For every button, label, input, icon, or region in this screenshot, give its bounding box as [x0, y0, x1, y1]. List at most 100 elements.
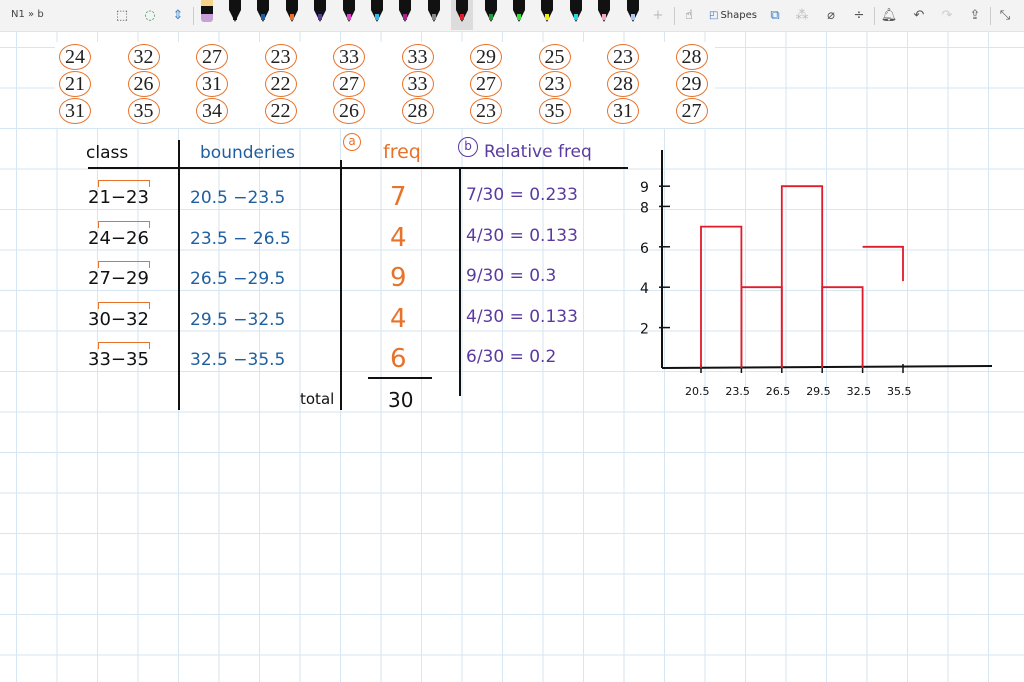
class-bracket — [98, 180, 150, 187]
column-divider — [178, 140, 180, 410]
freq-cell: 6 — [390, 344, 407, 374]
total-label: total — [300, 390, 335, 408]
raw-value: 28 — [607, 71, 639, 97]
pen-13[interactable] — [569, 0, 583, 24]
pen-6[interactable] — [370, 0, 384, 24]
collapse-icon[interactable]: ⤡ — [999, 7, 1011, 23]
class-bracket — [98, 261, 150, 268]
pen-1[interactable] — [228, 0, 242, 24]
total-value: 30 — [388, 388, 414, 412]
divider — [193, 7, 194, 25]
pen-12[interactable] — [540, 0, 554, 24]
raw-data-image: 24 32 27 23 33 33 29 25 23 28 21 26 31 22 27 33 27 23 28 29… — [55, 42, 715, 128]
boundaries-cell: 26.5 −29.5 — [190, 269, 286, 289]
relative-freq-cell: 7/30 = 0.233 — [466, 185, 578, 205]
header-class: class — [86, 143, 129, 163]
pen-3[interactable] — [285, 0, 299, 24]
raw-value: 31 — [196, 71, 228, 97]
class-bracket — [98, 342, 150, 349]
lasso-icon[interactable]: ⧉ — [770, 7, 780, 23]
shapes-button[interactable]: ◰ Shapes — [709, 9, 757, 21]
header-underline — [88, 167, 628, 169]
shapes-icon: ◰ — [709, 9, 719, 21]
divider — [674, 7, 675, 25]
pen-4[interactable] — [313, 0, 327, 24]
raw-value: 27 — [196, 44, 228, 70]
pen-10[interactable] — [484, 0, 498, 24]
bell-icon[interactable]: 🔔︎ — [880, 7, 898, 23]
raw-value: 22 — [264, 98, 297, 124]
class-cell: 21−23 — [88, 187, 149, 208]
lasso-select-icon[interactable]: ⬚ — [115, 7, 129, 23]
raw-value: 31 — [607, 98, 639, 124]
raw-value: 29 — [470, 44, 502, 70]
math-icon[interactable]: ÷ — [853, 7, 865, 23]
boundaries-cell: 20.5 −23.5 — [190, 188, 286, 208]
raw-value: 23 — [264, 44, 297, 70]
raw-value: 24 — [59, 44, 91, 70]
raw-value: 34 — [196, 98, 228, 124]
pen-5[interactable] — [342, 0, 356, 24]
relative-freq-cell: 9/30 = 0.3 — [466, 266, 557, 286]
raw-value: 26 — [127, 71, 160, 97]
header-relative-freq: Relative freq — [484, 142, 592, 162]
pen-7[interactable] — [398, 0, 412, 24]
boundaries-cell: 32.5 −35.5 — [190, 350, 286, 370]
column-divider — [340, 160, 342, 410]
header-boundaries: bounderies — [200, 143, 296, 163]
raw-value: 31 — [59, 98, 91, 124]
relative-freq-cell: 4/30 = 0.133 — [466, 225, 578, 246]
raw-value: 22 — [264, 71, 297, 97]
raw-value: 33 — [401, 71, 434, 97]
add-pen-icon[interactable]: + — [652, 7, 664, 23]
class-cell: 30−32 — [88, 308, 149, 330]
pen-11[interactable] — [512, 0, 526, 24]
breadcrumb[interactable]: N1 » b — [11, 9, 44, 20]
pen-14[interactable] — [597, 0, 611, 24]
ink-to-shape-icon[interactable]: ☝ — [685, 7, 693, 23]
raw-value: 28 — [675, 44, 708, 70]
raw-value: 23 — [607, 44, 639, 70]
class-cell: 24−26 — [88, 227, 149, 249]
eraser-button[interactable] — [200, 0, 214, 24]
class-cell: 27−29 — [88, 268, 149, 289]
redo-icon[interactable]: ↷ — [941, 7, 953, 23]
relative-freq-cell: 6/30 = 0.2 — [466, 347, 557, 367]
freq-cell: 9 — [390, 263, 407, 293]
share-icon[interactable]: ⇪ — [969, 7, 981, 23]
divider — [990, 7, 991, 25]
freq-cell: 4 — [390, 222, 407, 253]
divider — [874, 7, 875, 25]
raw-value: 35 — [538, 98, 571, 124]
raw-value: 27 — [333, 71, 365, 97]
pen-9[interactable] — [451, 0, 474, 30]
undo-icon[interactable]: ↶ — [913, 7, 925, 23]
freq-cell: 4 — [390, 303, 407, 334]
pen-8[interactable] — [427, 0, 441, 24]
toolbar: N1 » b ⬚ ◌ ⇕ + ☝ ◰ Shapes ⧉ ⁂ ⌀ ÷ 🔔︎ ↶ ↷ … — [0, 0, 1024, 32]
raw-value: 23 — [470, 98, 502, 124]
raw-value: 27 — [470, 71, 502, 97]
part-b-label: b — [458, 137, 478, 157]
raw-value: 35 — [127, 98, 160, 124]
pen-2[interactable] — [256, 0, 270, 24]
header-freq: freq — [383, 141, 421, 163]
class-cell: 33−35 — [88, 349, 149, 370]
raw-value: 26 — [333, 98, 365, 124]
raw-value: 33 — [333, 44, 365, 70]
class-bracket — [98, 301, 150, 309]
ruler-icon[interactable]: ⌀ — [827, 7, 835, 23]
boundaries-cell: 29.5 −32.5 — [190, 309, 286, 330]
ink-to-text-icon[interactable]: ⁂ — [795, 7, 809, 23]
pen-15[interactable] — [626, 0, 640, 24]
add-space-icon[interactable]: ◌ — [144, 7, 156, 23]
raw-value: 33 — [401, 44, 434, 70]
raw-value: 21 — [59, 71, 91, 97]
freq-cell: 7 — [390, 182, 407, 212]
raw-value: 29 — [675, 71, 708, 97]
class-bracket — [98, 220, 150, 228]
column-divider — [459, 168, 461, 396]
insert-space-icon[interactable]: ⇕ — [172, 7, 184, 23]
raw-value: 28 — [401, 98, 434, 124]
raw-value: 27 — [675, 98, 708, 124]
